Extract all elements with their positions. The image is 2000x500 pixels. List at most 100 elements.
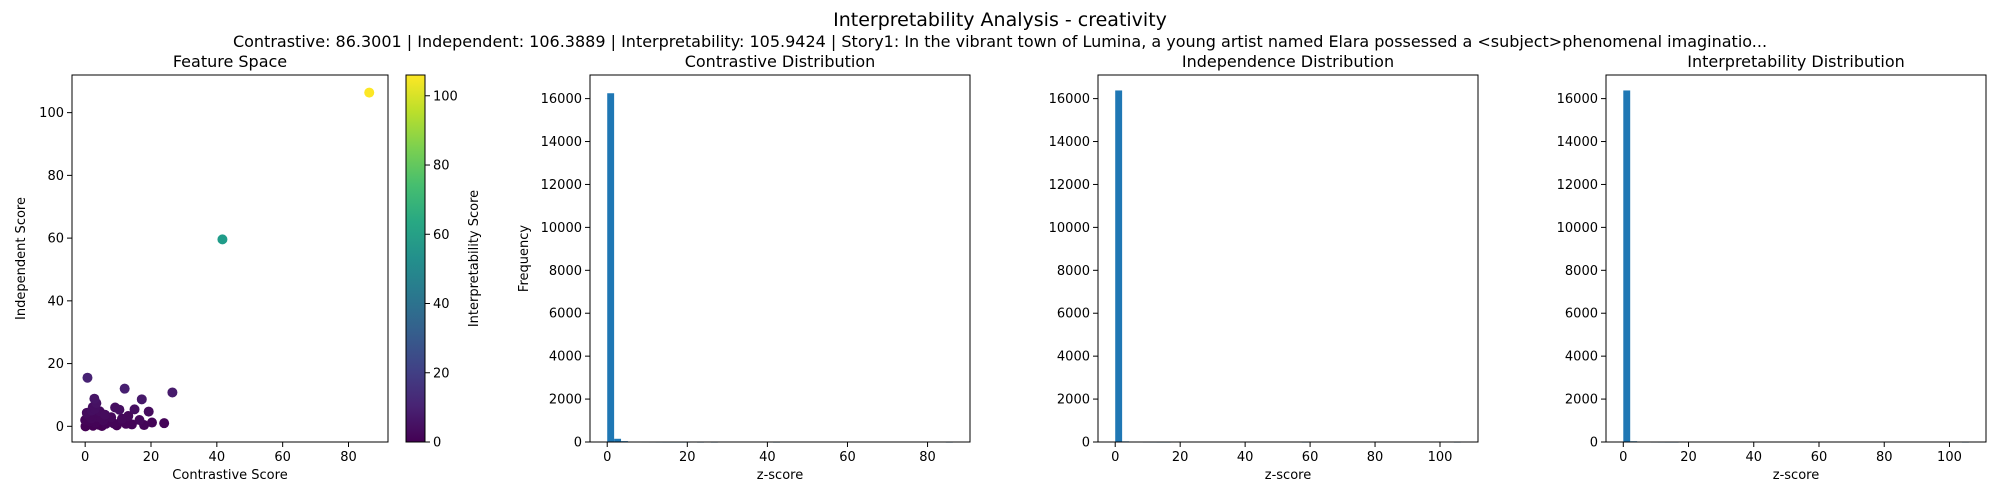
y-tick-label: 8000	[1565, 264, 1598, 279]
scatter-point	[136, 394, 147, 405]
histogram-frame	[589, 74, 971, 443]
y-tick-label: 0	[1082, 436, 1090, 451]
scatter-point	[119, 383, 130, 394]
y-tick-label: 16000	[541, 92, 582, 107]
x-tick-label: 20	[679, 450, 696, 465]
scatter-point	[99, 409, 110, 420]
y-tick-label: 80	[47, 169, 64, 184]
y-tick-label: 16000	[1557, 92, 1598, 107]
scatter-point	[89, 393, 100, 404]
scatter-point	[364, 87, 375, 98]
x-tick-label: 40	[209, 450, 226, 465]
x-tick-label: 80	[1367, 450, 1384, 465]
x-tick-label: 20	[1172, 450, 1189, 465]
x-tick-label: 80	[1876, 450, 1893, 465]
x-axis-label: z-score	[757, 468, 803, 483]
subplot-title: Contrastive Distribution	[685, 52, 876, 71]
y-axis-label: Independent Score	[14, 197, 29, 320]
x-tick-label: 20	[1680, 450, 1697, 465]
x-tick-label: 100	[1428, 450, 1453, 465]
figure-title: Interpretability Analysis - creativity	[833, 9, 1167, 31]
y-tick-label: 14000	[541, 135, 582, 150]
colorbar-tick-label: 80	[433, 159, 450, 174]
scatter-point	[146, 417, 157, 428]
x-tick-label: 0	[1111, 450, 1119, 465]
y-tick-label: 14000	[1557, 135, 1598, 150]
subplot-title: Feature Space	[173, 52, 287, 71]
x-tick-label: 100	[1937, 450, 1962, 465]
colorbar	[405, 74, 426, 443]
scatter-point	[217, 234, 228, 245]
scatter-point	[134, 415, 145, 426]
x-axis-label: z-score	[1265, 468, 1311, 483]
scatter-point	[82, 372, 93, 383]
x-axis-label: Contrastive Score	[172, 468, 287, 483]
y-tick-label: 8000	[1057, 264, 1090, 279]
y-tick-label: 12000	[541, 178, 582, 193]
histogram-bar	[614, 438, 622, 442]
scatter-point	[114, 404, 125, 415]
y-tick-label: 2000	[1565, 393, 1598, 408]
x-tick-label: 60	[1811, 450, 1828, 465]
x-tick-label: 0	[81, 450, 89, 465]
x-tick-label: 40	[1745, 450, 1762, 465]
scatter-point	[129, 404, 140, 415]
x-tick-label: 20	[143, 450, 160, 465]
plots-group: Feature Space 0 20 40 60 80 0 20 40 60 80 100 Contra…	[14, 52, 1987, 483]
y-tick-label: 0	[56, 420, 64, 435]
colorbar-tick-label: 40	[433, 297, 450, 312]
y-tick-label: 40	[47, 294, 64, 309]
y-tick-label: 2000	[549, 393, 582, 408]
y-tick-label: 12000	[1557, 178, 1598, 193]
x-tick-label: 40	[759, 450, 776, 465]
x-tick-label: 60	[1302, 450, 1319, 465]
y-tick-label: 10000	[541, 221, 582, 236]
colorbar-tick-label: 100	[433, 89, 458, 104]
colorbar-tick-label: 60	[433, 228, 450, 243]
y-tick-label: 16000	[1049, 92, 1090, 107]
y-tick-label: 12000	[1049, 178, 1090, 193]
y-tick-label: 14000	[1049, 135, 1090, 150]
x-tick-label: 40	[1237, 450, 1254, 465]
y-tick-label: 6000	[1057, 307, 1090, 322]
x-tick-label: 80	[919, 450, 936, 465]
y-tick-label: 100	[39, 106, 64, 121]
colorbar-tick-label: 0	[433, 436, 441, 451]
scatter-point	[143, 406, 154, 417]
scatter-point	[159, 418, 170, 429]
x-tick-label: 80	[340, 450, 357, 465]
y-tick-label: 10000	[1557, 221, 1598, 236]
y-tick-label: 10000	[1049, 221, 1090, 236]
colorbar-label: Interpretability Score	[467, 190, 482, 327]
y-tick-label: 2000	[1057, 393, 1090, 408]
y-tick-label: 60	[47, 232, 64, 247]
y-tick-label: 20	[47, 357, 64, 372]
y-tick-label: 4000	[1057, 350, 1090, 365]
x-tick-label: 0	[1619, 450, 1627, 465]
scatter-point	[167, 387, 178, 398]
figure-subtitle: Contrastive: 86.3001 | Independent: 106.…	[233, 32, 1767, 51]
y-tick-label: 4000	[1565, 350, 1598, 365]
x-tick-label: 0	[603, 450, 611, 465]
y-tick-label: 8000	[549, 264, 582, 279]
y-axis-label: Frequency	[517, 225, 532, 292]
scatter-plot-frame	[71, 74, 389, 443]
y-tick-label: 0	[574, 436, 582, 451]
y-tick-label: 4000	[549, 350, 582, 365]
histogram-frame	[1097, 74, 1479, 443]
histogram-frame	[1605, 74, 1987, 443]
colorbar-tick-label: 20	[433, 366, 450, 381]
subplot-title: Independence Distribution	[1182, 52, 1394, 71]
subplot-title: Interpretability Distribution	[1687, 52, 1905, 71]
x-tick-label: 60	[839, 450, 856, 465]
y-tick-label: 6000	[549, 307, 582, 322]
y-tick-label: 0	[1590, 436, 1598, 451]
y-tick-label: 6000	[1565, 307, 1598, 322]
histogram-bar	[1623, 90, 1631, 442]
scatter-point	[117, 413, 128, 424]
x-axis-label: z-score	[1773, 468, 1819, 483]
histogram-bar	[1115, 90, 1123, 442]
histogram-bar	[607, 93, 615, 443]
x-tick-label: 60	[274, 450, 291, 465]
